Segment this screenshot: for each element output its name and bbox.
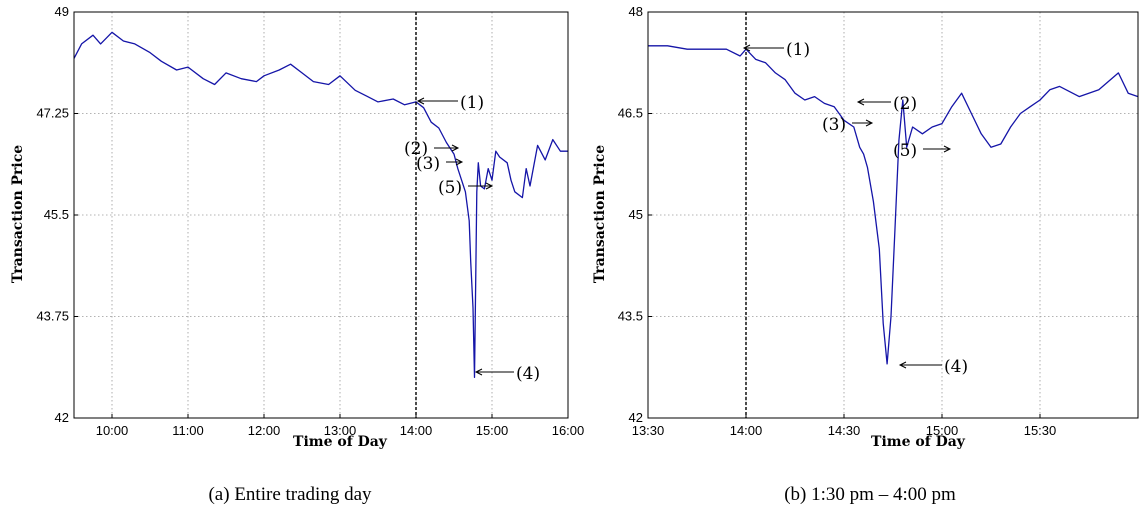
annotation-label: (4) [944,357,968,377]
price-series-line-a [73,31,568,379]
x-tick-label: 11:00 [172,423,204,438]
y-axis-label-b: Transaction Price [592,145,608,283]
x-axis-label-b: Time of Day [871,434,966,450]
y-tick-label: 46.5 [618,106,643,121]
x-tick-label: 15:00 [476,423,509,438]
caption-b: (b) 1:30 pm – 4:00 pm [784,484,956,505]
y-tick-label: 47.25 [36,106,69,121]
annotation-arrowhead [474,368,483,376]
y-tick-label: 43.5 [618,309,643,324]
x-axis-label-a: Time of Day [293,434,388,450]
caption-a: (a) Entire trading day [208,484,372,505]
annotation-arrowhead [742,44,751,52]
price-series-line-b [648,45,1139,365]
annotation-arrowhead [455,158,464,166]
annotation-arrowhead [416,97,425,105]
chart-panel-a: 10:00 11:00 12:00 13:00 14:00 15:00 16:00 42 43.… [10,4,584,505]
annotation-label: (3) [416,154,440,174]
annotation-label: (5) [893,141,917,161]
x-tick-label: 13:30 [632,423,665,438]
annotation-arrowhead [865,119,874,127]
x-tick-label: 15:00 [926,423,959,438]
y-tick-label: 45.5 [44,207,69,222]
annotation-arrowhead [943,145,952,153]
y-tick-label: 45 [629,207,643,222]
y-tick-label: 42 [629,410,643,425]
annotation-arrowhead [485,182,494,190]
annotation-label: (3) [822,115,846,135]
x-tick-label: 13:00 [324,423,357,438]
x-tick-label: 12:00 [248,423,281,438]
y-tick-label: 48 [629,4,643,19]
plot-frame-a [73,11,569,419]
x-tick-label: 14:00 [730,423,763,438]
annotation-label: (4) [516,364,540,384]
y-tick-label: 49 [55,4,69,19]
annotation-label: (2) [893,94,917,114]
annotation-label: (2) [404,139,428,159]
y-tick-label: 42 [55,410,69,425]
annotation-arrowhead [856,98,865,106]
annotation-label: (1) [786,40,810,60]
x-tick-label: 10:00 [96,423,129,438]
annotation-arrowhead [451,144,460,152]
annotation-arrowhead [898,361,907,369]
x-tick-label: 15:30 [1024,423,1057,438]
x-tick-label: 14:30 [828,423,861,438]
y-axis-label-a: Transaction Price [10,145,26,283]
x-tick-label: 14:00 [400,423,433,438]
annotation-label: (1) [460,93,484,113]
chart-panel-b: 13:30 14:00 14:30 15:00 15:304243.54546.548 … [592,4,1139,505]
y-tick-label: 43.75 [36,309,69,324]
annotation-label: (5) [438,178,462,198]
x-tick-label: 16:00 [552,423,585,438]
